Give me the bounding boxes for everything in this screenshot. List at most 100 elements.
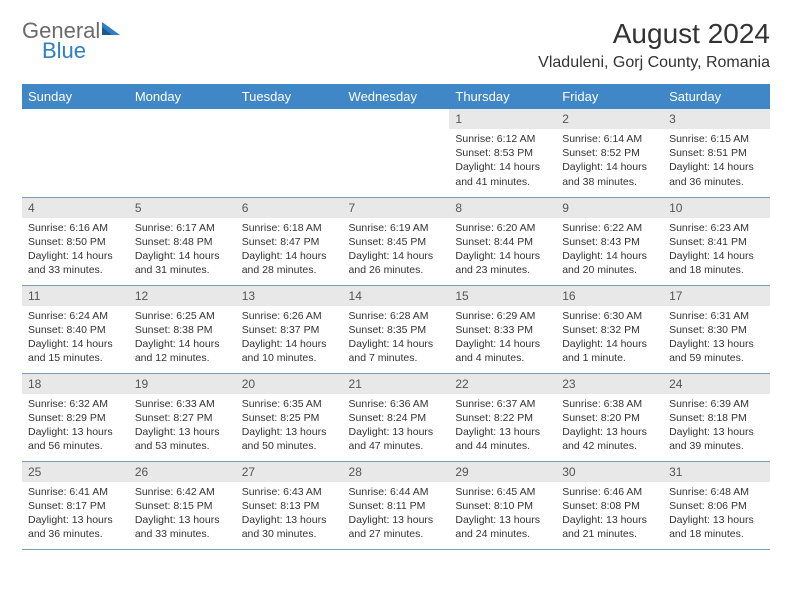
calendar-day-cell: 12Sunrise: 6:25 AMSunset: 8:38 PMDayligh… xyxy=(129,285,236,373)
day-number: 6 xyxy=(236,198,343,218)
calendar-week-row: 25Sunrise: 6:41 AMSunset: 8:17 PMDayligh… xyxy=(22,461,770,549)
calendar-day-cell: 29Sunrise: 6:45 AMSunset: 8:10 PMDayligh… xyxy=(449,461,556,549)
calendar-day-cell: 16Sunrise: 6:30 AMSunset: 8:32 PMDayligh… xyxy=(556,285,663,373)
day-details: Sunrise: 6:16 AMSunset: 8:50 PMDaylight:… xyxy=(22,218,129,284)
day-header: Monday xyxy=(129,84,236,109)
day-number: 11 xyxy=(22,286,129,306)
calendar-day-cell: 1Sunrise: 6:12 AMSunset: 8:53 PMDaylight… xyxy=(449,109,556,197)
day-details: Sunrise: 6:30 AMSunset: 8:32 PMDaylight:… xyxy=(556,306,663,372)
day-details: Sunrise: 6:17 AMSunset: 8:48 PMDaylight:… xyxy=(129,218,236,284)
calendar-day-cell: 8Sunrise: 6:20 AMSunset: 8:44 PMDaylight… xyxy=(449,197,556,285)
day-details: Sunrise: 6:24 AMSunset: 8:40 PMDaylight:… xyxy=(22,306,129,372)
day-details: Sunrise: 6:25 AMSunset: 8:38 PMDaylight:… xyxy=(129,306,236,372)
day-details: Sunrise: 6:46 AMSunset: 8:08 PMDaylight:… xyxy=(556,482,663,548)
day-number: 5 xyxy=(129,198,236,218)
day-number: 14 xyxy=(343,286,450,306)
day-number: 10 xyxy=(663,198,770,218)
day-header: Sunday xyxy=(22,84,129,109)
day-number: 8 xyxy=(449,198,556,218)
day-number: 23 xyxy=(556,374,663,394)
day-details: Sunrise: 6:20 AMSunset: 8:44 PMDaylight:… xyxy=(449,218,556,284)
day-details: Sunrise: 6:48 AMSunset: 8:06 PMDaylight:… xyxy=(663,482,770,548)
calendar-day-cell: 30Sunrise: 6:46 AMSunset: 8:08 PMDayligh… xyxy=(556,461,663,549)
day-details: Sunrise: 6:36 AMSunset: 8:24 PMDaylight:… xyxy=(343,394,450,460)
calendar-day-cell: 25Sunrise: 6:41 AMSunset: 8:17 PMDayligh… xyxy=(22,461,129,549)
calendar-day-cell: 24Sunrise: 6:39 AMSunset: 8:18 PMDayligh… xyxy=(663,373,770,461)
day-number: 31 xyxy=(663,462,770,482)
day-details: Sunrise: 6:18 AMSunset: 8:47 PMDaylight:… xyxy=(236,218,343,284)
day-header: Thursday xyxy=(449,84,556,109)
day-number: 19 xyxy=(129,374,236,394)
calendar-table: SundayMondayTuesdayWednesdayThursdayFrid… xyxy=(22,84,770,550)
calendar-day-cell: 9Sunrise: 6:22 AMSunset: 8:43 PMDaylight… xyxy=(556,197,663,285)
day-details: Sunrise: 6:31 AMSunset: 8:30 PMDaylight:… xyxy=(663,306,770,372)
day-details: Sunrise: 6:44 AMSunset: 8:11 PMDaylight:… xyxy=(343,482,450,548)
day-details: Sunrise: 6:28 AMSunset: 8:35 PMDaylight:… xyxy=(343,306,450,372)
day-header: Saturday xyxy=(663,84,770,109)
header: GeneralBlue August 2024 Vladuleni, Gorj … xyxy=(22,18,770,72)
day-number: 15 xyxy=(449,286,556,306)
location: Vladuleni, Gorj County, Romania xyxy=(538,54,770,72)
calendar-day-cell: 13Sunrise: 6:26 AMSunset: 8:37 PMDayligh… xyxy=(236,285,343,373)
day-number-empty xyxy=(343,109,450,129)
day-number-empty xyxy=(236,109,343,129)
day-number: 26 xyxy=(129,462,236,482)
day-number-empty xyxy=(129,109,236,129)
day-details: Sunrise: 6:39 AMSunset: 8:18 PMDaylight:… xyxy=(663,394,770,460)
day-details: Sunrise: 6:32 AMSunset: 8:29 PMDaylight:… xyxy=(22,394,129,460)
day-header: Tuesday xyxy=(236,84,343,109)
day-number: 27 xyxy=(236,462,343,482)
calendar-day-cell: 21Sunrise: 6:36 AMSunset: 8:24 PMDayligh… xyxy=(343,373,450,461)
day-details: Sunrise: 6:43 AMSunset: 8:13 PMDaylight:… xyxy=(236,482,343,548)
day-number: 1 xyxy=(449,109,556,129)
calendar-day-cell: 28Sunrise: 6:44 AMSunset: 8:11 PMDayligh… xyxy=(343,461,450,549)
calendar-day-cell: 18Sunrise: 6:32 AMSunset: 8:29 PMDayligh… xyxy=(22,373,129,461)
calendar-week-row: 18Sunrise: 6:32 AMSunset: 8:29 PMDayligh… xyxy=(22,373,770,461)
day-details: Sunrise: 6:19 AMSunset: 8:45 PMDaylight:… xyxy=(343,218,450,284)
day-number: 13 xyxy=(236,286,343,306)
calendar-week-row: 4Sunrise: 6:16 AMSunset: 8:50 PMDaylight… xyxy=(22,197,770,285)
title-block: August 2024 Vladuleni, Gorj County, Roma… xyxy=(538,18,770,72)
day-details: Sunrise: 6:41 AMSunset: 8:17 PMDaylight:… xyxy=(22,482,129,548)
calendar-day-cell: 3Sunrise: 6:15 AMSunset: 8:51 PMDaylight… xyxy=(663,109,770,197)
calendar-day-cell: 27Sunrise: 6:43 AMSunset: 8:13 PMDayligh… xyxy=(236,461,343,549)
day-number: 21 xyxy=(343,374,450,394)
day-number: 18 xyxy=(22,374,129,394)
day-number: 25 xyxy=(22,462,129,482)
day-number: 20 xyxy=(236,374,343,394)
day-details: Sunrise: 6:12 AMSunset: 8:53 PMDaylight:… xyxy=(449,129,556,195)
day-details: Sunrise: 6:37 AMSunset: 8:22 PMDaylight:… xyxy=(449,394,556,460)
day-details: Sunrise: 6:29 AMSunset: 8:33 PMDaylight:… xyxy=(449,306,556,372)
calendar-day-cell: 6Sunrise: 6:18 AMSunset: 8:47 PMDaylight… xyxy=(236,197,343,285)
day-number: 29 xyxy=(449,462,556,482)
calendar-day-cell: 2Sunrise: 6:14 AMSunset: 8:52 PMDaylight… xyxy=(556,109,663,197)
day-number: 4 xyxy=(22,198,129,218)
day-number: 3 xyxy=(663,109,770,129)
day-details: Sunrise: 6:22 AMSunset: 8:43 PMDaylight:… xyxy=(556,218,663,284)
calendar-day-cell: 23Sunrise: 6:38 AMSunset: 8:20 PMDayligh… xyxy=(556,373,663,461)
day-details: Sunrise: 6:33 AMSunset: 8:27 PMDaylight:… xyxy=(129,394,236,460)
day-details: Sunrise: 6:14 AMSunset: 8:52 PMDaylight:… xyxy=(556,129,663,195)
day-number: 12 xyxy=(129,286,236,306)
calendar-day-cell: 17Sunrise: 6:31 AMSunset: 8:30 PMDayligh… xyxy=(663,285,770,373)
calendar-day-cell xyxy=(343,109,450,197)
calendar-day-cell: 26Sunrise: 6:42 AMSunset: 8:15 PMDayligh… xyxy=(129,461,236,549)
day-details: Sunrise: 6:15 AMSunset: 8:51 PMDaylight:… xyxy=(663,129,770,195)
day-number: 16 xyxy=(556,286,663,306)
calendar-day-cell xyxy=(236,109,343,197)
calendar-week-row: 11Sunrise: 6:24 AMSunset: 8:40 PMDayligh… xyxy=(22,285,770,373)
day-number: 28 xyxy=(343,462,450,482)
calendar-day-cell: 31Sunrise: 6:48 AMSunset: 8:06 PMDayligh… xyxy=(663,461,770,549)
day-details: Sunrise: 6:23 AMSunset: 8:41 PMDaylight:… xyxy=(663,218,770,284)
day-header: Wednesday xyxy=(343,84,450,109)
day-number: 7 xyxy=(343,198,450,218)
calendar-day-cell: 11Sunrise: 6:24 AMSunset: 8:40 PMDayligh… xyxy=(22,285,129,373)
calendar-day-cell xyxy=(22,109,129,197)
day-details: Sunrise: 6:35 AMSunset: 8:25 PMDaylight:… xyxy=(236,394,343,460)
day-number: 17 xyxy=(663,286,770,306)
day-details: Sunrise: 6:45 AMSunset: 8:10 PMDaylight:… xyxy=(449,482,556,548)
day-header: Friday xyxy=(556,84,663,109)
calendar-day-cell: 5Sunrise: 6:17 AMSunset: 8:48 PMDaylight… xyxy=(129,197,236,285)
logo-text-blue: Blue xyxy=(42,38,86,64)
calendar-day-cell xyxy=(129,109,236,197)
